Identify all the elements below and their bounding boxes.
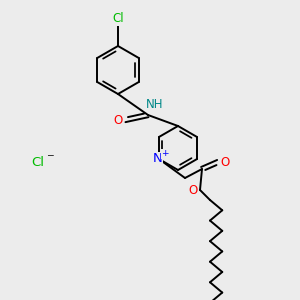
Text: N: N xyxy=(153,152,163,166)
Text: O: O xyxy=(113,113,123,127)
Text: O: O xyxy=(220,155,230,169)
Text: +: + xyxy=(161,149,169,158)
Text: O: O xyxy=(188,184,198,196)
Text: ⁻: ⁻ xyxy=(46,152,54,166)
Text: Cl: Cl xyxy=(112,13,124,26)
Text: Cl: Cl xyxy=(32,155,44,169)
Text: NH: NH xyxy=(146,98,164,110)
